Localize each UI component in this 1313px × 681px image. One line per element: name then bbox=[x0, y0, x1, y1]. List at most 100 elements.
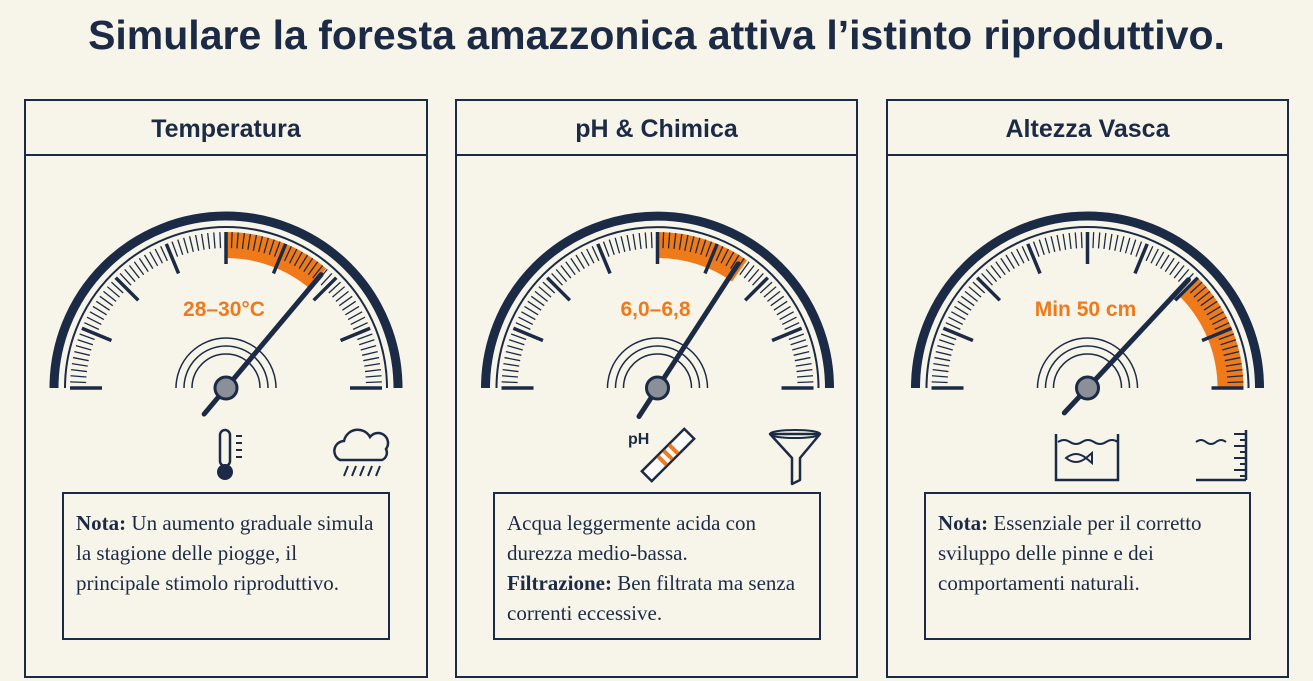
ruler-water bbox=[1195, 439, 1227, 445]
gauge-outer-arc bbox=[49, 211, 403, 389]
gauge-minor-tick bbox=[530, 295, 545, 307]
gauge-minor-tick bbox=[320, 273, 333, 286]
gauge-major-tick bbox=[164, 243, 181, 275]
note-box: Nota: Un aumento graduale simula la stag… bbox=[62, 492, 390, 640]
funnel-rim bbox=[769, 429, 821, 439]
gauge-major-tick bbox=[1026, 243, 1042, 275]
gauge-minor-tick bbox=[1032, 241, 1040, 257]
gauge-minor-tick bbox=[332, 286, 346, 298]
gauge-minor-tick bbox=[357, 333, 373, 341]
gauge-minor-tick bbox=[86, 316, 102, 326]
gauge-minor-tick bbox=[70, 375, 87, 378]
gauge-hub-arc bbox=[622, 353, 693, 389]
gauge-minor-tick bbox=[183, 237, 189, 254]
gauge-major-tick bbox=[1173, 276, 1200, 302]
gauge-minor-tick bbox=[518, 316, 534, 326]
gauge-minor-tick bbox=[1223, 350, 1240, 356]
gauge-minor-tick bbox=[725, 251, 735, 267]
gauge-minor-tick bbox=[106, 286, 120, 298]
gauge-minor-tick bbox=[793, 350, 810, 356]
gauge-minor-tick bbox=[241, 233, 245, 250]
note-text: Acqua leggermente acida con durezza medi… bbox=[507, 511, 756, 565]
gauge-minor-tick bbox=[534, 290, 548, 302]
gauge-minor-tick bbox=[1220, 339, 1237, 346]
gauge-minor-tick bbox=[103, 290, 117, 302]
gauge-minor-tick bbox=[700, 239, 707, 256]
gauge-minor-tick bbox=[1050, 236, 1056, 253]
gauge-minor-tick bbox=[1021, 246, 1030, 262]
gauge-minor-tick bbox=[1145, 246, 1154, 262]
gauge-minor-tick bbox=[795, 362, 812, 367]
gauge-hub-arc bbox=[1044, 345, 1131, 389]
gauge-minor-tick bbox=[632, 233, 637, 250]
note-label: Nota: bbox=[76, 511, 127, 535]
note-text: Ben filtrata ma senza correnti eccessive… bbox=[507, 571, 796, 625]
gauge-major-tick bbox=[596, 243, 612, 275]
panel: pH & Chimica 6,0–6,8 pH bbox=[455, 99, 858, 678]
gauge-minor-tick bbox=[580, 251, 590, 267]
gauge-minor-tick bbox=[507, 345, 523, 351]
gauge-minor-tick bbox=[1119, 236, 1125, 253]
gauge-minor-tick bbox=[763, 286, 777, 298]
gauge-minor-tick bbox=[602, 241, 610, 257]
ph-strip-band bbox=[668, 443, 680, 455]
gauge-minor-tick bbox=[219, 232, 222, 249]
gauge-minor-tick bbox=[1074, 232, 1078, 249]
gauge-minor-tick bbox=[705, 241, 713, 257]
gauge-minor-tick bbox=[504, 356, 521, 362]
gauge-minor-tick bbox=[555, 268, 568, 282]
gauge-minor-tick bbox=[119, 273, 132, 286]
gauge-minor-tick bbox=[1092, 232, 1095, 249]
gauge-minor-tick bbox=[792, 345, 808, 351]
gauge-minor-tick bbox=[730, 254, 740, 269]
gauge-minor-tick bbox=[1206, 305, 1221, 316]
gauge-minor-tick bbox=[1114, 234, 1119, 251]
gauge-minor-tick bbox=[565, 261, 576, 276]
gauge-minor-tick bbox=[945, 322, 961, 330]
panel-icons bbox=[1054, 430, 1248, 482]
gauge-minor-tick bbox=[1209, 311, 1224, 321]
ph-strip-band bbox=[656, 455, 668, 467]
gauge-minor-tick bbox=[1200, 295, 1215, 307]
gauge-minor-tick bbox=[626, 234, 631, 251]
gauge-minor-tick bbox=[154, 248, 164, 264]
gauge-minor-tick bbox=[99, 295, 114, 307]
gauge-minor-tick bbox=[995, 261, 1006, 276]
gauge-minor-tick bbox=[335, 290, 349, 302]
gauge-minor-tick bbox=[673, 233, 677, 250]
gauge-minor-tick bbox=[743, 265, 755, 279]
gauge-minor-tick bbox=[770, 295, 785, 307]
gauge-minor-tick bbox=[505, 350, 522, 356]
gauge-minor-tick bbox=[964, 290, 978, 302]
gauge-major-tick bbox=[1201, 326, 1233, 343]
gauge-minor-tick bbox=[1044, 237, 1051, 254]
gauge-minor-tick bbox=[1080, 232, 1083, 249]
gauge-minor-tick bbox=[312, 265, 324, 279]
gauge-inner-arc bbox=[64, 226, 388, 389]
gauge-minor-tick bbox=[138, 257, 149, 272]
rain-drop bbox=[367, 465, 373, 477]
gauge-minor-tick bbox=[968, 286, 982, 298]
gauge-minor-tick bbox=[524, 305, 539, 316]
gauge-major-tick bbox=[114, 276, 140, 302]
gauge-minor-tick bbox=[1227, 381, 1244, 384]
gauge-minor-tick bbox=[794, 356, 811, 362]
gauge-minor-tick bbox=[188, 236, 194, 253]
gauge-minor-tick bbox=[1068, 233, 1072, 250]
gauge-minor-tick bbox=[502, 369, 519, 373]
gauge-minor-tick bbox=[720, 248, 729, 264]
gauge-minor-tick bbox=[591, 246, 600, 262]
gauge-minor-tick bbox=[284, 246, 292, 262]
gauge-minor-tick bbox=[365, 381, 382, 384]
gauge-minor-tick bbox=[796, 369, 813, 373]
gauge-minor-tick bbox=[1103, 233, 1107, 250]
gauge-minor-tick bbox=[689, 236, 695, 253]
gauge-minor-tick bbox=[95, 300, 110, 311]
gauge-minor-tick bbox=[128, 265, 140, 279]
gauge-minor-tick bbox=[935, 350, 952, 356]
gauge-minor-tick bbox=[1056, 234, 1061, 251]
gauge-minor-tick bbox=[171, 241, 179, 257]
gauge-minor-tick bbox=[542, 281, 556, 294]
gauge-minor-tick bbox=[650, 232, 653, 249]
